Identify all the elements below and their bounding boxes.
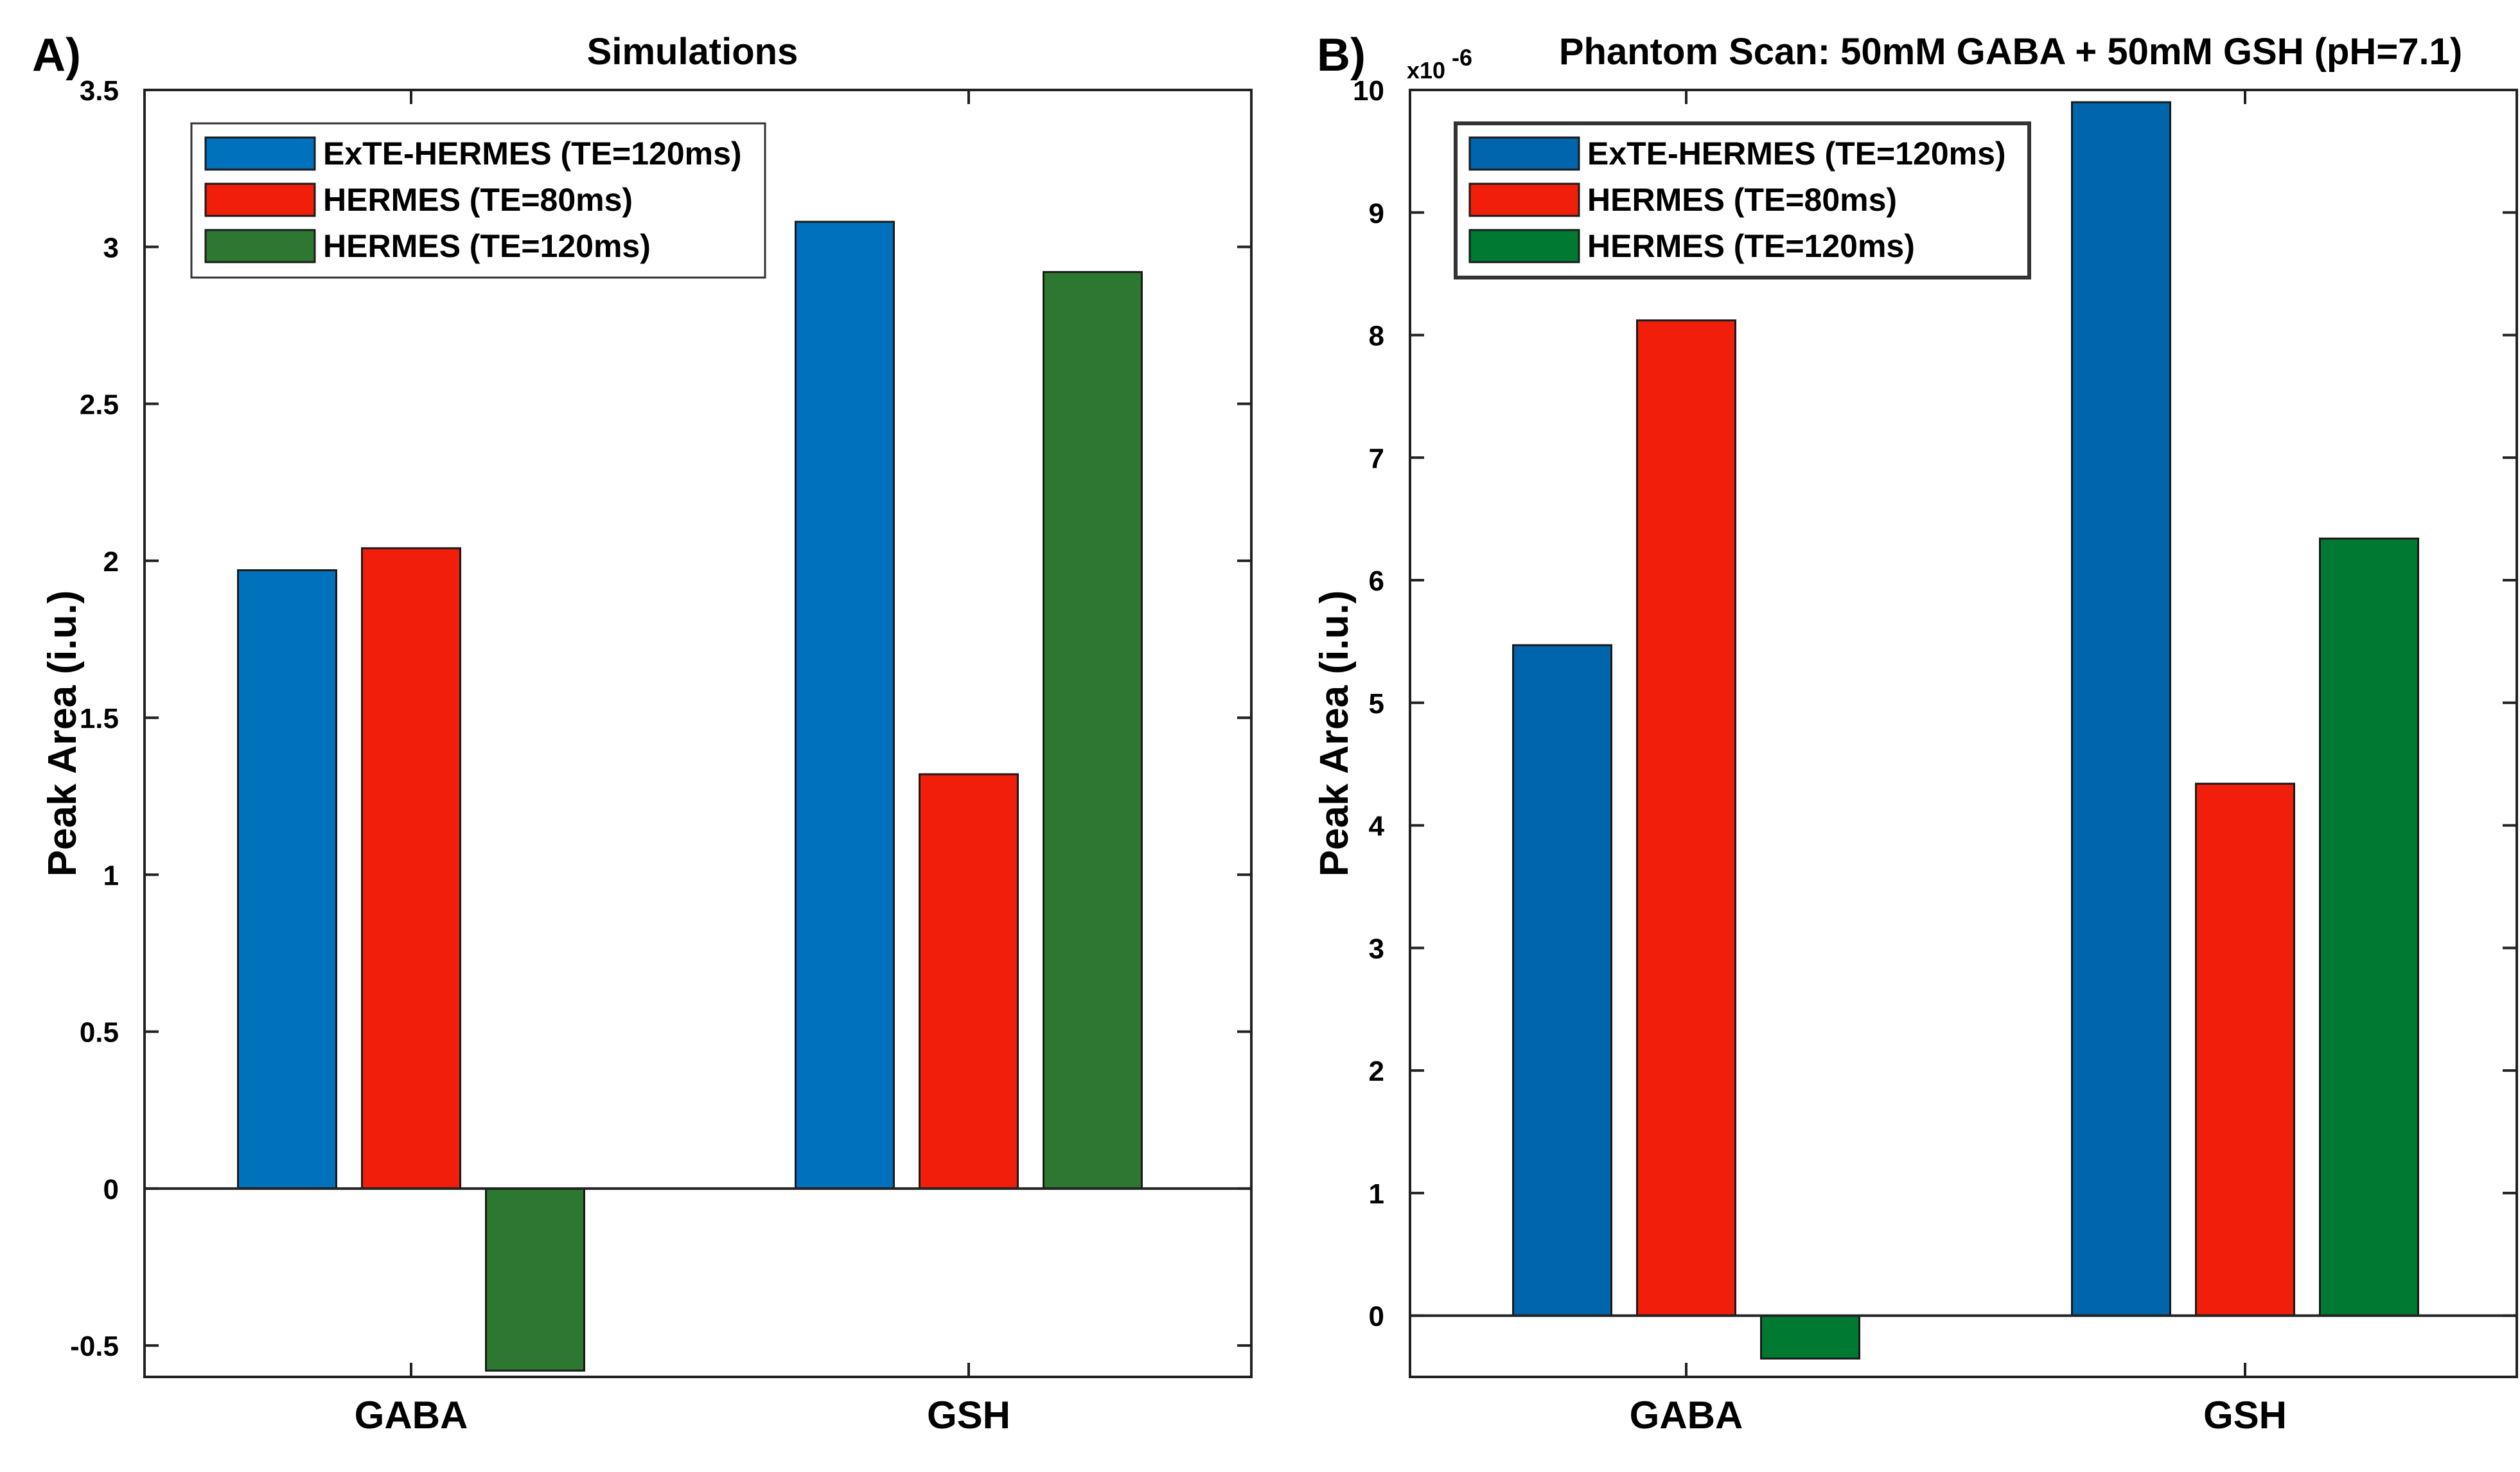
chart-panel-a: A) Simulations -0.5 0 0.5 1 1.5 2 2.5 3 3.5 GABA GSH… [32, 30, 1253, 1437]
legend: ExTE-HERMES (TE=120ms) HERMES (TE=80ms) HE… [1454, 121, 2031, 279]
y-tick-label: 1 [103, 860, 119, 891]
x-tick-label-gaba: GABA [1630, 1394, 1743, 1437]
axes-frame [143, 89, 1253, 1378]
bar-gsh-series-1 [795, 220, 895, 1190]
chart-panel-b: B) Phantom Scan: 50mM GABA + 50mM GSH (pH… [1312, 30, 2518, 1437]
y-tick-label: 3 [103, 232, 119, 263]
chart-title: Phantom Scan: 50mM GABA + 50mM GSH (pH=7… [1559, 31, 2462, 73]
y-tick-label: 0.5 [80, 1017, 119, 1049]
x-tick-label-gsh: GSH [2203, 1394, 2287, 1437]
bar-gaba-series-2 [361, 547, 461, 1190]
legend-entry-1: ExTE-HERMES (TE=120ms) [323, 136, 742, 172]
legend-swatch-3 [1468, 229, 1580, 263]
bar-gsh-series-2 [919, 773, 1019, 1190]
y-tick-label: 8 [1369, 321, 1384, 352]
legend-entry-2: HERMES (TE=80ms) [323, 182, 633, 218]
exponent-base: x10 [1407, 57, 1445, 84]
x-tick-label-gaba: GABA [355, 1394, 468, 1437]
y-tick-label: 2 [1369, 1056, 1384, 1087]
y-tick-label: 1.5 [80, 703, 119, 734]
bar-gsh-series-2 [2195, 783, 2295, 1317]
panel-label: A) [32, 30, 81, 81]
bar-gsh-series-3 [2319, 537, 2419, 1317]
bar-gaba-series-3 [1760, 1315, 1860, 1360]
chart-title: Simulations [587, 31, 798, 73]
y-tick-label: 3 [1369, 933, 1384, 964]
bar-gsh-series-3 [1043, 270, 1143, 1190]
legend-entry-1: ExTE-HERMES (TE=120ms) [1587, 136, 2006, 172]
y-tick-label: -0.5 [70, 1331, 119, 1362]
y-axis-label: Peak Area (i.u.) [1312, 590, 1357, 877]
bar-gaba-series-1 [237, 569, 337, 1190]
bar-gaba-series-1 [1512, 644, 1612, 1317]
axes-frame [1409, 89, 2518, 1378]
y-tick-label: 10 [1353, 75, 1384, 107]
y-tick-label: 1 [1369, 1178, 1384, 1210]
y-tick-label: 0 [1369, 1301, 1384, 1333]
legend-swatch-2 [204, 182, 316, 217]
legend-swatch-3 [204, 229, 316, 263]
y-tick-label: 9 [1369, 198, 1384, 229]
legend-entry-3: HERMES (TE=120ms) [1587, 228, 1915, 264]
x-tick-label-gsh: GSH [927, 1394, 1010, 1437]
exponent-power: -6 [1452, 44, 1472, 71]
y-tick-label: 5 [1369, 688, 1384, 720]
legend-swatch-1 [1468, 136, 1580, 171]
bar-gaba-series-3 [485, 1187, 585, 1372]
legend-swatch-2 [1468, 182, 1580, 217]
y-tick-label: 3.5 [80, 75, 119, 107]
legend-entry-3: HERMES (TE=120ms) [323, 228, 651, 264]
y-tick-label: 0 [103, 1174, 119, 1205]
legend-swatch-1 [204, 136, 316, 171]
panel-label: B) [1317, 30, 1366, 81]
y-tick-label: 7 [1369, 443, 1384, 474]
y-tick-label: 6 [1369, 565, 1384, 597]
legend-entry-2: HERMES (TE=80ms) [1587, 182, 1897, 218]
bar-gaba-series-2 [1636, 319, 1736, 1317]
y-tick-label: 2 [103, 546, 119, 578]
y-tick-label: 2.5 [80, 389, 119, 421]
y-axis-label: Peak Area (i.u.) [40, 590, 85, 877]
y-tick-label: 4 [1369, 811, 1385, 842]
legend: ExTE-HERMES (TE=120ms) HERMES (TE=80ms) HE… [190, 122, 766, 279]
bar-gsh-series-1 [2071, 101, 2171, 1317]
